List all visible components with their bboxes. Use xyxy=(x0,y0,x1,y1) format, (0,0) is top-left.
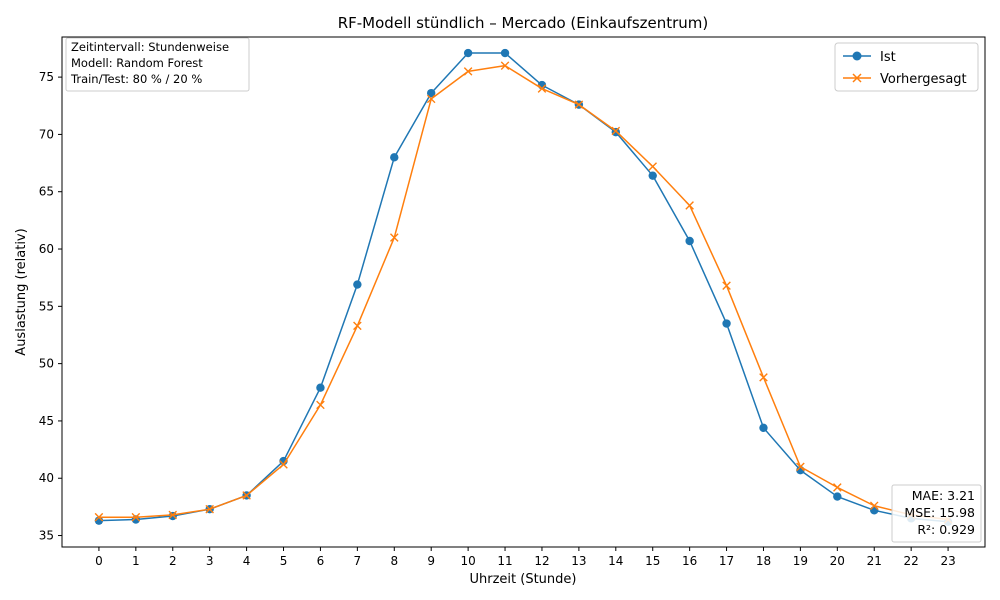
data-point-ist xyxy=(759,423,768,433)
y-tick-label: 45 xyxy=(39,414,54,428)
x-tick-label: 20 xyxy=(830,554,845,568)
y-tick-label: 35 xyxy=(39,529,54,543)
data-point-vorhergesagt xyxy=(759,373,768,382)
data-point-ist xyxy=(870,506,879,515)
x-tick-label: 9 xyxy=(427,554,435,568)
legend-label-ist: Ist xyxy=(880,50,896,65)
data-point-ist xyxy=(353,280,362,289)
data-point-vorhergesagt xyxy=(353,321,362,331)
data-point-vorhergesagt xyxy=(869,501,879,511)
info-box: Zeitintervall: Stundenweise Modell: Rand… xyxy=(65,37,250,92)
y-axis-label: Auslastung (relativ) xyxy=(14,228,29,355)
y-tick-label: 55 xyxy=(39,299,54,313)
data-point-vorhergesagt xyxy=(94,512,104,522)
data-point-ist xyxy=(427,88,436,98)
y-tick-label: 40 xyxy=(39,471,54,485)
series-line-ist xyxy=(98,52,949,523)
chart-title: RF-Modell stündlich – Mercado (Einkaufsz… xyxy=(338,14,709,32)
x-tick-label: 3 xyxy=(206,554,214,568)
x-tick-label: 12 xyxy=(534,554,549,568)
data-point-vorhergesagt xyxy=(279,460,288,469)
data-point-vorhergesagt xyxy=(426,94,436,104)
data-point-vorhergesagt xyxy=(722,281,731,290)
metric-mae: MAE: 3.21 xyxy=(912,488,975,503)
x-tick-label: 10 xyxy=(460,554,475,568)
series-line-vorhergesagt xyxy=(98,64,949,521)
data-point-vorhergesagt xyxy=(168,510,178,520)
data-point-vorhergesagt xyxy=(685,201,694,210)
x-tick-label: 15 xyxy=(645,554,660,568)
data-point-vorhergesagt xyxy=(574,100,584,109)
data-point-ist xyxy=(833,492,842,501)
y-tick-label: 75 xyxy=(39,70,54,84)
legend-label-vorhergesagt: Vorhergesagt xyxy=(880,72,967,87)
y-tick-label: 70 xyxy=(39,127,54,141)
x-tick-label: 23 xyxy=(940,554,955,568)
data-point-vorhergesagt xyxy=(131,512,141,522)
data-point-ist xyxy=(500,48,510,58)
x-tick-label: 2 xyxy=(169,554,177,568)
x-tick-label: 17 xyxy=(719,554,734,568)
x-tick-label: 18 xyxy=(756,554,771,568)
x-tick-label: 7 xyxy=(354,554,362,568)
data-point-ist xyxy=(168,511,177,521)
data-point-vorhergesagt xyxy=(500,61,510,70)
data-point-vorhergesagt xyxy=(796,462,805,472)
x-tick-label: 1 xyxy=(132,554,140,568)
data-point-ist xyxy=(648,171,657,180)
y-tick-label: 60 xyxy=(39,242,54,256)
legend-marker-ist xyxy=(852,51,862,61)
x-tick-label: 5 xyxy=(280,554,288,568)
x-tick-label: 11 xyxy=(497,554,512,568)
data-point-ist xyxy=(316,383,325,392)
x-tick-label: 6 xyxy=(317,554,325,568)
x-tick-label: 14 xyxy=(608,554,623,568)
metrics-box: MAE: 3.21 MSE: 15.98 R²: 0.929 xyxy=(891,484,982,543)
x-tick-label: 22 xyxy=(904,554,919,568)
info-box-frame xyxy=(65,37,250,92)
y-tick-label: 65 xyxy=(39,185,54,199)
data-point-vorhergesagt xyxy=(463,67,473,76)
data-point-vorhergesagt xyxy=(242,491,251,500)
data-point-vorhergesagt xyxy=(833,483,842,492)
x-tick-label: 19 xyxy=(793,554,808,568)
info-line: Zeitintervall: Stundenweise xyxy=(71,40,229,54)
legend: Ist Vorhergesagt xyxy=(834,42,979,92)
metric-r2: R²: 0.929 xyxy=(917,522,975,537)
data-point-vorhergesagt xyxy=(537,84,547,93)
y-tick-label: 50 xyxy=(39,357,54,371)
x-tick-label: 16 xyxy=(682,554,697,568)
x-tick-label: 0 xyxy=(95,554,103,568)
data-point-ist xyxy=(722,319,731,328)
x-axis-label: Uhrzeit (Stunde) xyxy=(470,572,577,587)
data-point-ist xyxy=(463,48,473,58)
data-point-vorhergesagt xyxy=(316,400,325,410)
x-tick-label: 4 xyxy=(243,554,251,568)
x-tick-label: 8 xyxy=(390,554,398,568)
data-point-ist xyxy=(685,236,694,246)
data-point-vorhergesagt xyxy=(205,504,214,514)
data-point-vorhergesagt xyxy=(389,233,399,242)
metrics-box-frame xyxy=(891,484,982,543)
data-point-vorhergesagt xyxy=(648,162,658,171)
plot-area xyxy=(94,48,953,526)
x-tick-label: 13 xyxy=(571,554,586,568)
data-point-vorhergesagt xyxy=(611,126,621,136)
legend-frame xyxy=(834,42,979,92)
data-point-ist xyxy=(390,153,399,162)
info-line: Train/Test: 80 % / 20 % xyxy=(70,72,202,86)
legend-marker-vorhergesagt xyxy=(852,73,862,83)
info-line: Modell: Random Forest xyxy=(71,56,203,70)
axes: 0 1 2 3 4 5 6 7 8 9 10 11 12 13 14 15 16 17 18 19 20 21 22 2335… xyxy=(39,70,956,568)
metric-mse: MSE: 15.98 xyxy=(904,505,975,520)
plot-frame xyxy=(61,36,986,548)
x-tick-label: 21 xyxy=(867,554,882,568)
